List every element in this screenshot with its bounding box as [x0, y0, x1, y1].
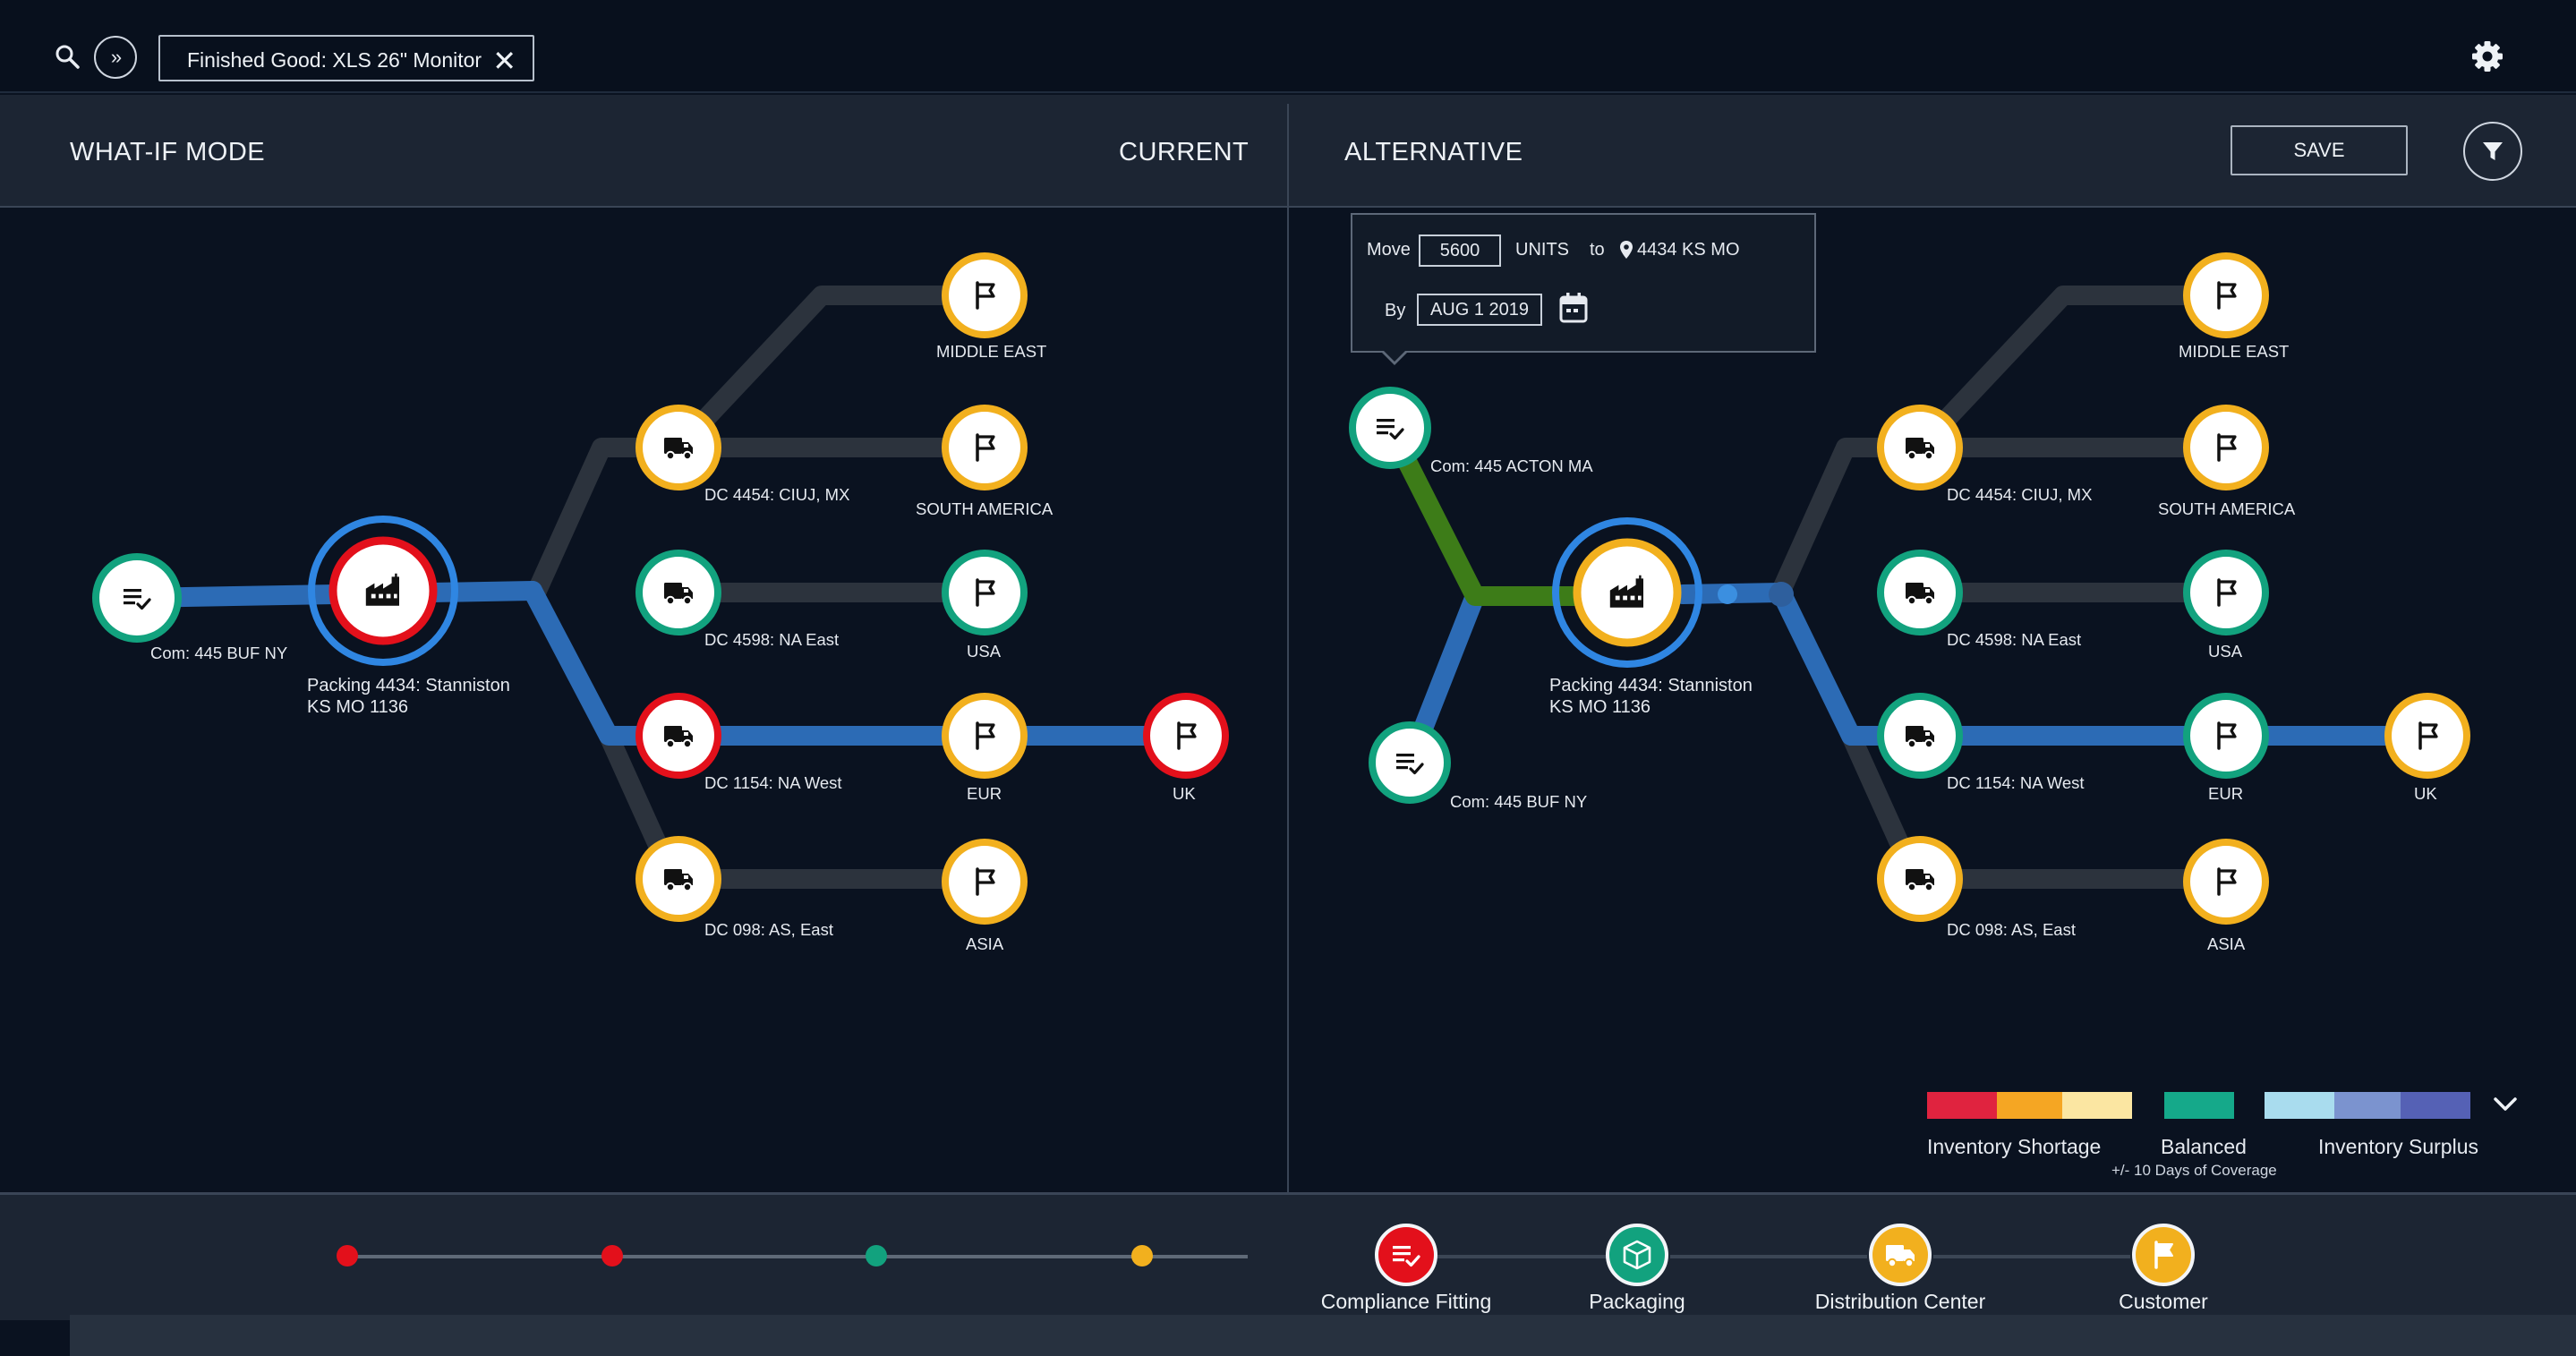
legend-balanced-label: Balanced: [2161, 1135, 2247, 1158]
flag-icon: [2154, 1241, 2173, 1269]
customer-legend-icon: [2132, 1224, 2195, 1286]
node-label-c6: ASIA: [966, 934, 1004, 953]
alt-node-label-c3: USA: [2208, 642, 2243, 661]
node-label-dc3: DC 1154: NA West: [704, 773, 842, 792]
filter-chip-label: Finished Good: XLS 26" Monitor: [187, 48, 482, 72]
edge-dc1-c1: [669, 286, 993, 457]
packaging-legend-icon: [1606, 1224, 1668, 1286]
alt-node-label-factory-1: Packing 4434: Stanniston: [1549, 676, 1753, 695]
legend-connector: [1670, 1255, 1867, 1258]
timeline-dot[interactable]: [866, 1245, 887, 1266]
compliance-legend-label: Compliance Fitting: [1320, 1290, 1492, 1313]
alt-node-label-factory-2: KS MO 1136: [1549, 697, 1651, 717]
units-label: UNITS: [1515, 240, 1569, 260]
alternative-label: ALTERNATIVE: [1344, 138, 1523, 166]
units-input[interactable]: 5600: [1419, 235, 1501, 267]
alternative-nodes: [1349, 252, 2470, 925]
destination-label: 4434 KS MO: [1637, 240, 1740, 260]
alt-node-label-c2: SOUTH AMERICA: [2158, 499, 2296, 518]
node-label-dc2: DC 4598: NA East: [704, 630, 840, 649]
alt-edge-factory-dc3: [1771, 583, 2437, 746]
bottom-strip: [70, 1315, 2576, 1356]
timeline-dot[interactable]: [1131, 1245, 1153, 1266]
to-label: to: [1590, 240, 1605, 260]
gear-icon[interactable]: [2470, 39, 2504, 73]
move-label: Move: [1367, 240, 1411, 260]
panel-divider: [1287, 104, 1289, 1192]
close-icon[interactable]: ✕: [492, 45, 516, 77]
filter-icon: [2483, 142, 2503, 160]
alt-edge-coma-factory: [1380, 418, 1612, 606]
truck-icon: [1886, 1245, 1915, 1268]
alt-node-label-c1: MIDDLE EAST: [2179, 342, 2290, 361]
mode-title: WHAT-IF MODE: [70, 138, 266, 166]
legend-connector: [1933, 1255, 2130, 1258]
timeline-dot[interactable]: [601, 1245, 623, 1266]
legend-shortage-label: Inventory Shortage: [1927, 1135, 2102, 1158]
alt-node-label-dc3: DC 1154: NA West: [1947, 773, 2085, 792]
node-label-dc1: DC 4454: CIUJ, MX: [704, 485, 850, 504]
legend-surplus-swatch-1: [2265, 1092, 2334, 1119]
alt-edge-dc1-c1: [1910, 286, 2234, 457]
legend-connector: [1378, 1255, 1608, 1258]
legend-surplus-swatch-3: [2401, 1092, 2470, 1119]
calendar-icon[interactable]: [1558, 292, 1589, 324]
node-label-c3: USA: [967, 642, 1002, 661]
alt-node-label-c5: UK: [2414, 784, 2437, 803]
save-button[interactable]: SAVE: [2231, 125, 2408, 175]
factory-ring: [308, 516, 458, 666]
move-units-popover: Move 5600 UNITS to 4434 KS MO By AUG 1 2…: [1351, 213, 1816, 353]
box-icon: [1619, 1237, 1655, 1273]
node-label-c4: EUR: [967, 784, 1002, 803]
node-label-factory-2: KS MO 1136: [307, 697, 409, 717]
product-filter-chip[interactable]: Finished Good: XLS 26" Monitor ✕: [158, 35, 534, 81]
edge-factory-dc3: [523, 581, 1196, 746]
alt-node-label-dc1: DC 4454: CIUJ, MX: [1947, 485, 2093, 504]
node-label-c1: MIDDLE EAST: [936, 342, 1047, 361]
node-label-factory-1: Packing 4434: Stanniston: [307, 676, 510, 695]
node-label-com: Com: 445 BUF NY: [150, 644, 288, 662]
location-pin-icon: [1620, 241, 1633, 259]
packaging-legend-label: Packaging: [1589, 1290, 1685, 1313]
timeline-line: [347, 1255, 1248, 1258]
alt-node-label-com-a: Com: 445 ACTON MA: [1430, 456, 1593, 475]
distribution-legend-label: Distribution Center: [1814, 1290, 1986, 1313]
by-label: By: [1385, 301, 1406, 320]
timeline-dot[interactable]: [337, 1245, 358, 1266]
alt-node-label-c4: EUR: [2208, 784, 2244, 803]
network-graph: [92, 252, 2470, 925]
legend-shortage-swatch-2: [1997, 1092, 2062, 1119]
top-bar: » Finished Good: XLS 26" Monitor ✕: [0, 0, 2576, 93]
alt-node-label-dc4: DC 098: AS, East: [1947, 920, 2076, 939]
list-check-icon: [1393, 1246, 1420, 1267]
legend-surplus-swatch-2: [2334, 1092, 2401, 1119]
fast-forward-icon[interactable]: »: [94, 36, 137, 79]
filter-button[interactable]: [2463, 122, 2522, 181]
current-nodes: [92, 252, 1229, 925]
date-input[interactable]: AUG 1 2019: [1417, 294, 1542, 326]
alt-node-label-dc2: DC 4598: NA East: [1947, 630, 2082, 649]
compliance-legend-icon: [1375, 1224, 1437, 1286]
forward-glyph: »: [110, 46, 122, 68]
alt-node-label-com-b: Com: 445 BUF NY: [1450, 792, 1588, 811]
node-label-c2: SOUTH AMERICA: [916, 499, 1053, 518]
search-icon[interactable]: [54, 43, 81, 70]
alt-factory-ring: [1552, 517, 1702, 668]
distribution-legend-icon: [1869, 1224, 1932, 1286]
bottom-strip-corner: [0, 1320, 70, 1356]
chevron-down-icon[interactable]: [2492, 1094, 2519, 1113]
node-label-dc4: DC 098: AS, East: [704, 920, 833, 939]
alt-node-label-c6: ASIA: [2207, 934, 2246, 953]
current-label: CURRENT: [1119, 138, 1250, 166]
legend-shortage-swatch-3: [2062, 1092, 2132, 1119]
legend-balanced-swatch: [2164, 1092, 2234, 1119]
bottom-legend-bar: Compliance Fitting Packaging Distributio…: [0, 1192, 2576, 1356]
customer-legend-label: Customer: [2119, 1290, 2208, 1313]
legend-balanced-sublabel: +/- 10 Days of Coverage: [2111, 1162, 2277, 1179]
popover-arrow-inner: [1383, 350, 1406, 362]
legend-shortage-swatch-1: [1927, 1092, 1997, 1119]
node-label-c5: UK: [1173, 784, 1196, 803]
legend-surplus-label: Inventory Surplus: [2318, 1135, 2478, 1158]
